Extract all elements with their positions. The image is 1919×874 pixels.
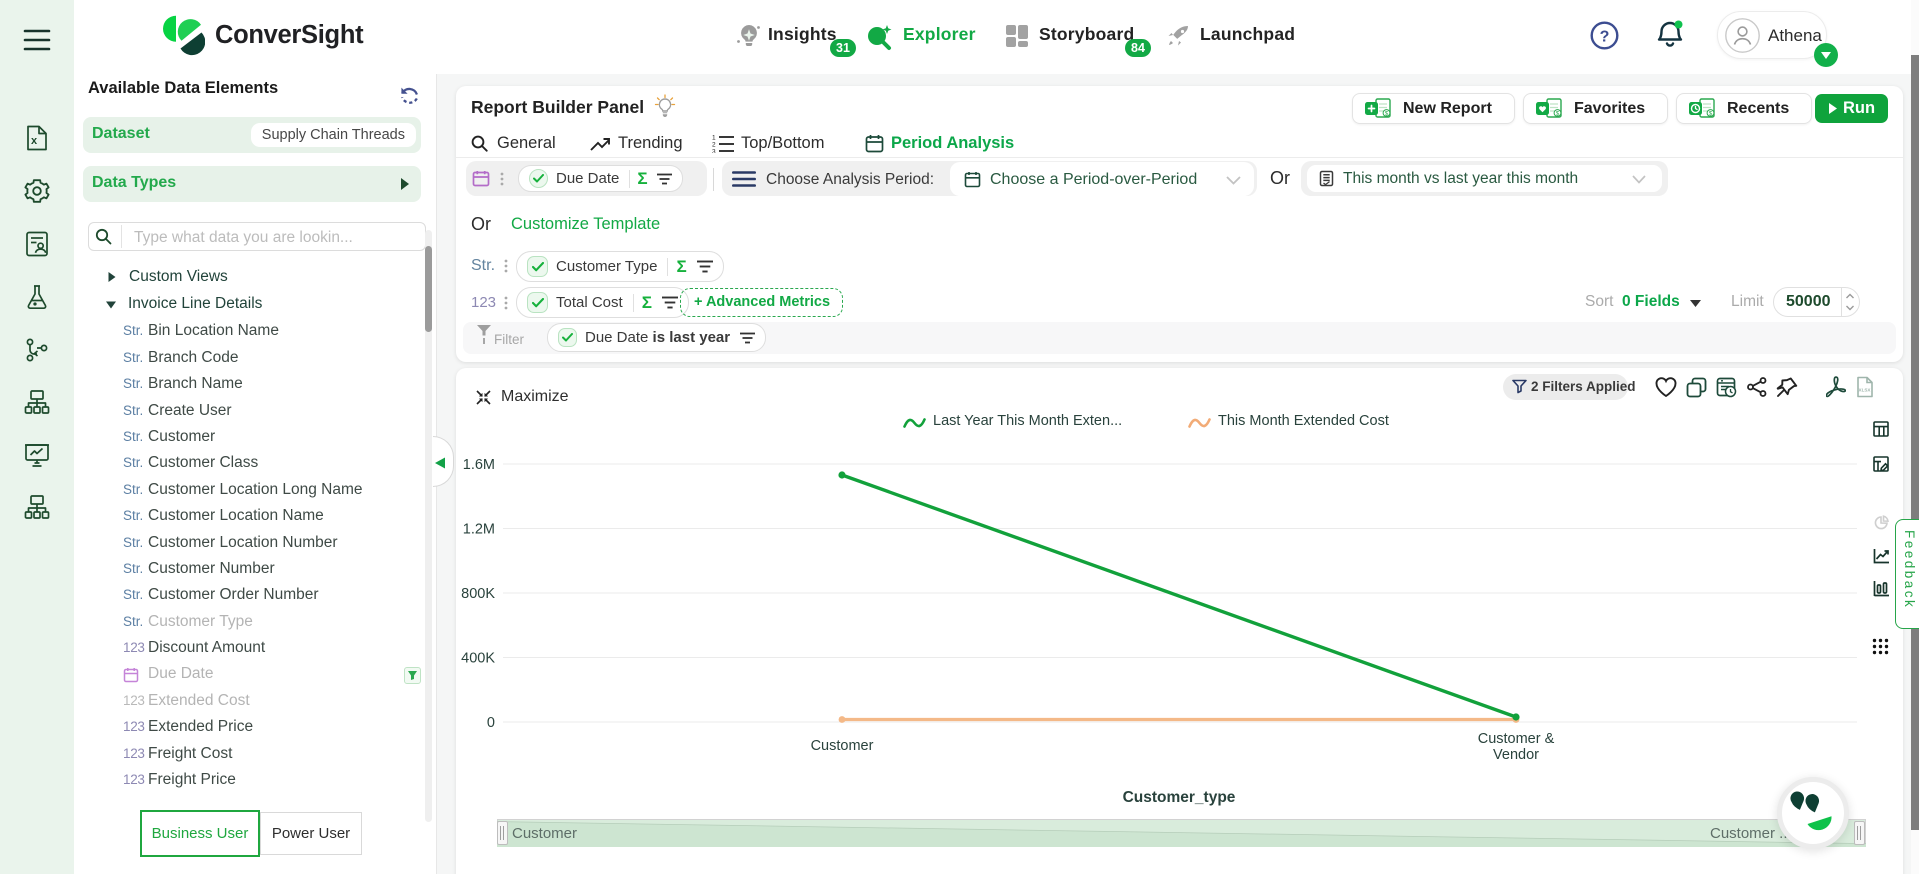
svg-text:$: $ — [1709, 111, 1713, 117]
svg-text:Customer &: Customer & — [1478, 731, 1555, 747]
svg-text:Customer: Customer — [811, 738, 874, 754]
svg-text:$: $ — [1385, 111, 1389, 117]
svg-text:x: x — [31, 135, 38, 147]
svg-text:1: 1 — [712, 135, 716, 142]
svg-text:1.2M: 1.2M — [463, 522, 495, 538]
svg-text:800K: 800K — [461, 586, 495, 602]
svg-text:$: $ — [1556, 111, 1560, 117]
svg-text:2: 2 — [712, 142, 716, 149]
svg-text:3: 3 — [712, 148, 716, 153]
svg-text:1.6M: 1.6M — [463, 457, 495, 473]
svg-text:Vendor: Vendor — [1493, 747, 1539, 763]
svg-text:?: ? — [1600, 29, 1610, 46]
svg-text:XLSX: XLSX — [1859, 388, 1872, 393]
svg-text:Customer_type: Customer_type — [1123, 789, 1236, 806]
svg-text:400K: 400K — [461, 651, 495, 667]
svg-text:0: 0 — [487, 715, 495, 731]
